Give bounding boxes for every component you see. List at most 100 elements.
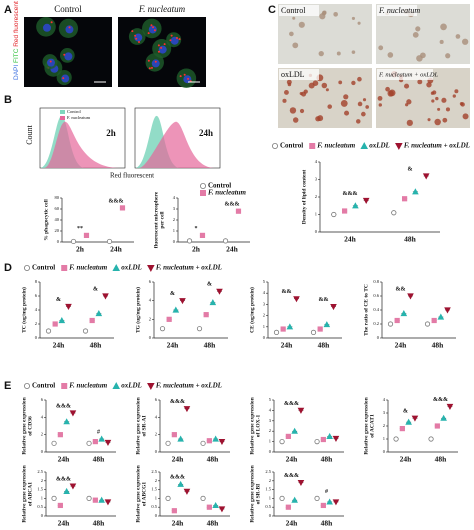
marker — [332, 499, 340, 506]
marker — [69, 410, 77, 417]
x-tick-label: 24h — [172, 455, 185, 464]
image-title-bg — [279, 5, 319, 16]
x-tick-label: 48h — [207, 455, 220, 464]
image-title-bg — [279, 69, 319, 80]
marker — [147, 382, 155, 390]
lipid-cell — [378, 45, 384, 51]
y-tick-label: 3 — [383, 410, 386, 415]
y-tick-label: 6 — [155, 397, 158, 402]
lipid-cell — [289, 107, 297, 114]
marker — [332, 435, 340, 442]
lipid-cell — [452, 94, 456, 98]
marker — [444, 307, 451, 314]
x-tick-label: 48h — [321, 519, 334, 528]
y-tick-label: 4 — [269, 407, 272, 412]
marker — [177, 480, 184, 487]
marker — [179, 298, 186, 305]
marker — [159, 326, 166, 332]
y-axis-label: of SR-BI — [255, 484, 261, 505]
marker — [326, 498, 333, 505]
marker — [199, 232, 206, 238]
y-tick-label: 60 — [55, 206, 60, 211]
y-axis-label: TG (ug/mg protein) — [134, 287, 141, 333]
marker — [446, 403, 454, 410]
x-tick-label: 24h — [286, 519, 299, 528]
y-tick-label: 0 — [41, 449, 44, 454]
y-tick-label: 0.5 — [37, 504, 43, 509]
histogram-title: 24h — [199, 128, 213, 138]
y-tick-label: 2.5 — [265, 469, 271, 474]
y-axis-label: Density of lipid content — [301, 170, 307, 225]
y-tick-label: 3 — [315, 177, 318, 182]
lipid-cell — [287, 82, 292, 87]
lipid-cell — [299, 91, 303, 96]
x-tick-label: 48h — [321, 455, 334, 464]
stain-name: DAPI — [13, 63, 20, 80]
lipid-cell — [340, 99, 348, 107]
y-axis-label: Relative gene expression — [135, 397, 141, 454]
microsphere — [134, 34, 137, 37]
nucleus — [134, 33, 143, 42]
y-axis-label: of LOX-1 — [255, 415, 261, 438]
lipid-cell — [289, 31, 294, 37]
marker — [45, 328, 52, 334]
marker — [352, 202, 359, 209]
marker — [317, 326, 323, 332]
y-tick-label: 4 — [35, 307, 38, 312]
marker — [63, 487, 70, 494]
marker — [434, 423, 440, 429]
marker — [431, 317, 437, 324]
marker — [203, 312, 209, 318]
marker — [280, 326, 286, 332]
y-tick-label: 4 — [149, 298, 152, 303]
y-axis-label: of SR-AI — [141, 416, 147, 437]
marker — [330, 304, 337, 311]
microsphere — [154, 60, 157, 63]
significance: &&& — [109, 198, 124, 204]
marker — [362, 197, 370, 204]
lipid-cell — [357, 21, 361, 25]
marker — [209, 299, 217, 306]
y-tick-label: 80 — [55, 195, 60, 200]
marker — [86, 440, 92, 446]
y-tick-label: 4 — [315, 159, 318, 164]
marker — [407, 293, 414, 300]
panel-label: B — [4, 94, 12, 106]
x-tick-label: 24h — [110, 245, 123, 254]
lipid-cell — [441, 97, 447, 103]
lipid-cell — [415, 26, 421, 32]
y-tick-label: 4 — [173, 195, 176, 200]
marker — [320, 502, 326, 509]
y-tick-label: 0 — [269, 513, 272, 518]
marker — [285, 504, 291, 510]
microsphere — [169, 39, 172, 42]
marker — [102, 293, 109, 300]
x-axis-label: Red fluorescent — [110, 172, 154, 180]
y-tick-label: 4 — [383, 397, 386, 402]
x-tick-label: 48h — [93, 455, 106, 464]
y-axis-label: The ratio of CE to TC — [363, 284, 369, 336]
lipid-cell — [292, 16, 296, 20]
marker — [314, 495, 320, 501]
lipid-cell — [318, 50, 324, 57]
lipid-cell — [440, 23, 447, 31]
marker — [291, 427, 298, 434]
image-title: oxLDL — [281, 70, 305, 79]
y-axis-label: Relative gene expression — [249, 465, 255, 522]
legend-label: Control — [32, 264, 55, 272]
y-tick-label: 0.5 — [151, 504, 157, 509]
y-tick-label: 1 — [41, 495, 43, 500]
y-axis-label: % phagocytic cell — [43, 199, 49, 241]
lipid-cell — [416, 55, 423, 62]
marker — [310, 329, 317, 335]
marker — [104, 499, 112, 506]
x-tick-label: 48h — [207, 519, 220, 528]
marker — [395, 142, 403, 150]
y-tick-label: 0 — [35, 335, 38, 340]
stain-name: FITC — [13, 47, 20, 63]
legend-label: F. nucleatum + oxLDL — [156, 264, 222, 272]
image-title: F. nucleatum — [378, 6, 420, 15]
marker — [65, 303, 72, 310]
y-tick-label: 0 — [269, 449, 272, 454]
